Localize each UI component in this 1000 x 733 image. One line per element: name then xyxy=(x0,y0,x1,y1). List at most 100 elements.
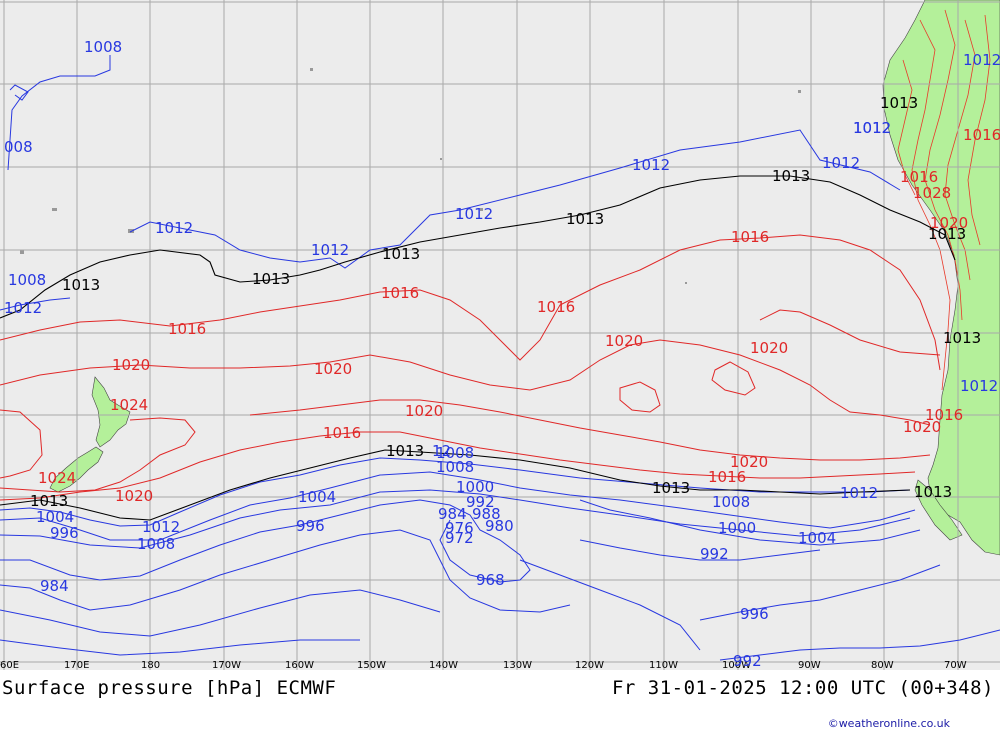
isobar-label: 1012 xyxy=(960,377,998,395)
isobar-label: 996 xyxy=(50,524,79,542)
isobar-label: 1012 xyxy=(822,154,860,172)
isobar-label: 1012 xyxy=(853,119,891,137)
isobar-label: 1013 xyxy=(382,245,420,263)
isobar-label: 1020 xyxy=(314,360,352,378)
isobar-label: 1013 xyxy=(386,442,424,460)
high-isobar-labels: 1016 1016 1016 1016 1016 1016 1016 1016 … xyxy=(38,126,1000,505)
isobar-label: 992 xyxy=(700,545,729,563)
isobar-label: 992 xyxy=(733,652,762,670)
isobar-label: 1012 xyxy=(853,119,891,137)
isobar-label: 1016 xyxy=(537,298,575,316)
isobar-label: 980 xyxy=(485,517,514,535)
land-masses xyxy=(49,0,1000,556)
isobar-label: 972 xyxy=(445,529,474,547)
isobar-label: 1016 xyxy=(708,468,746,486)
isobar-label: 1004 xyxy=(298,488,336,506)
isobar-label: 1012 xyxy=(142,518,180,536)
lat-lon-grid xyxy=(0,0,1000,670)
isobar-label: 984 xyxy=(40,577,69,595)
isobar-label: 1013 xyxy=(30,492,68,510)
isobar-label: 1012 xyxy=(155,219,193,237)
isobar-label: 1012 xyxy=(632,156,670,174)
valid-time: Fr 31-01-2025 12:00 UTC (00+348) xyxy=(611,677,994,699)
isobar-label: 1008 xyxy=(712,493,750,511)
lon-label: 140W xyxy=(429,660,458,670)
lon-label: 130W xyxy=(503,660,532,670)
isobar-label: 1008 xyxy=(436,458,474,476)
isobar-label: 1024 xyxy=(38,469,76,487)
isobar-label: 1020 xyxy=(115,487,153,505)
isobar-label: 1016 xyxy=(925,406,963,424)
isobar-label: 984 xyxy=(438,505,467,523)
isobar-label: 1013 xyxy=(652,479,690,497)
isobar-label: 1013 xyxy=(566,210,604,228)
lon-label: 180 xyxy=(141,660,160,670)
lon-label: 100W xyxy=(722,660,751,670)
isobar-label: 1020 xyxy=(605,332,643,350)
isobar-label: 1020 xyxy=(903,418,941,436)
lon-label: 90W xyxy=(798,660,821,670)
lon-label: 170E xyxy=(64,660,89,670)
isobar-label: 1008 xyxy=(8,271,46,289)
andes-relief xyxy=(897,9,991,391)
isobar-label: 1016 xyxy=(381,284,419,302)
lon-label: 150W xyxy=(357,660,386,670)
isobar-label: 1016 xyxy=(323,424,361,442)
credit-link[interactable]: ©weatheronline.co.uk xyxy=(827,717,950,730)
lon-label: 60E xyxy=(0,660,19,670)
isobar-label: 1020 xyxy=(730,453,768,471)
isobar-label: 1013 xyxy=(928,225,966,243)
lon-label: 80W xyxy=(871,660,894,670)
isobar-label: 1020 xyxy=(405,402,443,420)
isobar-label: 1012 xyxy=(311,241,349,259)
isobar-label: 1013 xyxy=(880,94,918,112)
isobar-label: 1008 xyxy=(137,535,175,553)
lon-label: 70W xyxy=(944,660,967,670)
isobar-label: 1016 xyxy=(900,168,938,186)
isobar-label: 12 xyxy=(432,442,451,460)
high-isobars xyxy=(0,234,941,501)
isobar-label: 1012 xyxy=(840,484,878,502)
longitude-axis: 60E 170E 180 170W 160W 150W 140W 130W 12… xyxy=(0,660,967,670)
isobar-label: 1016 xyxy=(731,228,769,246)
lon-label: 110W xyxy=(649,660,678,670)
isobar-label: 1013 xyxy=(943,329,981,347)
standard-isobars xyxy=(0,175,956,521)
low-isobar-labels: 1008 008 1012 1012 1012 1012 1012 1012 1… xyxy=(4,38,1000,670)
isobar-label: 992 xyxy=(466,493,495,511)
isobar-label: 1024 xyxy=(110,396,148,414)
isobar-label: 008 xyxy=(4,138,33,156)
isobar-label: 1000 xyxy=(718,519,756,537)
isobar-label: 1016 xyxy=(963,126,1000,144)
isobar-label: 1013 xyxy=(252,270,290,288)
isobar-label: 1013 xyxy=(62,276,100,294)
isobar-label: 968 xyxy=(476,571,505,589)
isobar-label: 996 xyxy=(296,517,325,535)
isobar-label: 988 xyxy=(472,505,501,523)
pressure-map: 60E 170E 180 170W 160W 150W 140W 130W 12… xyxy=(0,0,1000,670)
isobar-label: 1012 xyxy=(4,299,42,317)
lon-label: 160W xyxy=(285,660,314,670)
isobar-label: 1012 xyxy=(963,51,1000,69)
isobar-label: 1028 xyxy=(913,184,951,202)
lon-label: 120W xyxy=(575,660,604,670)
isobar-label: 1004 xyxy=(36,508,74,526)
isobar-label: 996 xyxy=(740,605,769,623)
ocean-background xyxy=(0,0,1000,670)
isobar-label: 1000 xyxy=(456,478,494,496)
isobar-label: 1004 xyxy=(798,529,836,547)
map-title: Surface pressure [hPa] ECMWF xyxy=(2,677,337,699)
isobar-label: 1012 xyxy=(455,205,493,223)
isobar-label: 1008 xyxy=(436,444,474,462)
new-zealand-north-island xyxy=(91,376,131,448)
isobar-label: 1020 xyxy=(750,339,788,357)
isobar-label: 976 xyxy=(445,519,474,537)
isobar-label: 1020 xyxy=(930,214,968,232)
isobar-label: 1020 xyxy=(112,356,150,374)
isobar-label: 1008 xyxy=(84,38,122,56)
standard-isobar-labels: 1013 1013 1013 1013 1013 1013 1013 1013 … xyxy=(30,94,981,510)
isobar-label: 1016 xyxy=(168,320,206,338)
isobar-label: 1013 xyxy=(914,483,952,501)
lon-label: 170W xyxy=(212,660,241,670)
